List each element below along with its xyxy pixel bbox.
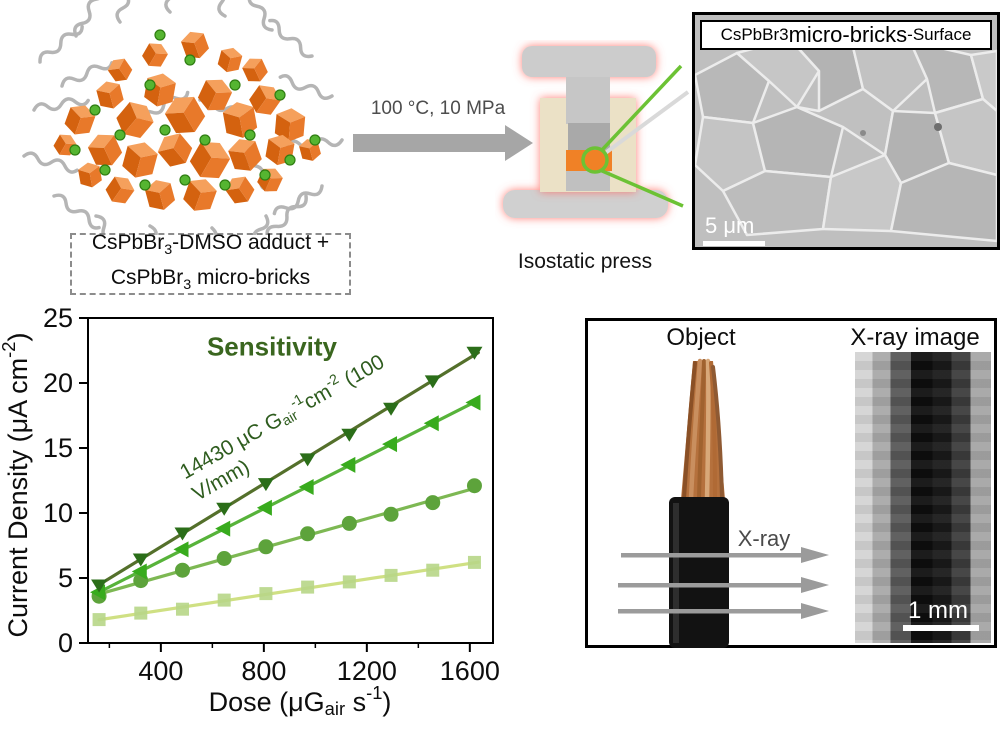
series-0-marker: [299, 453, 316, 467]
xray-scale-label: 1 mm: [908, 597, 968, 624]
cluster-caption-line1: CsPbBr3-DMSO adduct +: [91, 231, 330, 258]
sensitivity-chart: 400 800 1200 1600 0 5 10 15 20 25 Sensitivity 144…: [0, 300, 545, 725]
y-tick-label: 20: [43, 368, 73, 398]
xray-image-header: X-ray image: [850, 324, 980, 351]
x-tick-label: 400: [138, 656, 183, 686]
y-tick-label: 10: [43, 498, 73, 528]
series-2-marker: [466, 478, 482, 494]
series-2-marker: [174, 562, 190, 578]
chart-x-axis-label: Dose (μGair s-1): [208, 682, 392, 719]
series-0-marker: [341, 428, 358, 442]
sem-title-main: micro-bricks: [788, 22, 908, 47]
dmso-green-dots: [69, 29, 321, 191]
series-2-marker: [216, 551, 232, 566]
series-0-marker: [174, 527, 191, 541]
series-3-fit-line: [97, 560, 480, 622]
series-0-marker: [132, 553, 149, 567]
series-1-marker: [215, 520, 231, 537]
series-1-fit-line: [97, 398, 480, 594]
y-tick-label: 0: [58, 628, 73, 658]
x-tick-label: 1600: [440, 656, 500, 686]
y-tick-label: 15: [43, 433, 73, 463]
series-0-marker: [466, 346, 483, 360]
series-2-marker: [383, 506, 399, 522]
series-0-marker: [424, 375, 441, 389]
xray-beam-label: X-ray: [737, 526, 791, 551]
chart-y-axis-label: Current Density (μA cm-2): [0, 332, 33, 638]
xray-beam-arrows: [618, 547, 829, 619]
chart-plot-area: 400 800 1200 1600 0 5 10 15 20 25: [43, 303, 500, 686]
xray-radiograph-image: [855, 352, 991, 643]
series-3-marker: [467, 555, 481, 569]
sem-grain-texture: [695, 15, 997, 247]
series-2-marker: [258, 539, 274, 555]
series-1-marker: [131, 563, 147, 580]
sem-micrograph-panel: CsPbBr 3 micro-bricks -Surface 5 μm: [692, 12, 1000, 250]
series-0-marker: [257, 478, 274, 492]
chart-frame: [87, 317, 494, 644]
x-tick-label: 1200: [337, 656, 397, 686]
x-tick-label: 800: [241, 656, 286, 686]
series-3-marker: [92, 613, 106, 627]
series-3-marker: [217, 593, 231, 607]
series-2-marker: [341, 515, 357, 531]
xray-pixelation-overlay: [855, 352, 991, 643]
series-3-marker: [301, 580, 315, 594]
series-2-marker: [300, 526, 316, 542]
process-conditions-label: 100 °C, 10 MPa: [370, 98, 506, 119]
series-1-marker: [423, 415, 439, 432]
series-3-marker: [426, 563, 440, 577]
sem-scale-label: 5 μm: [705, 213, 755, 238]
microbrick-cluster-illustration: [21, 0, 345, 235]
series-3-marker: [134, 606, 148, 620]
series-1-marker: [298, 479, 314, 495]
xray-demo-panel: Object X-ray image X-ray 1 mm: [585, 318, 997, 648]
series-1-marker: [382, 436, 398, 453]
series-1-marker: [256, 499, 272, 516]
series-3-marker: [259, 587, 273, 601]
pressed-sample: [566, 150, 612, 171]
object-header: Object: [666, 324, 736, 351]
series-0-fit-line: [97, 351, 480, 587]
sem-title-banner: CsPbBr 3 micro-bricks -Surface: [700, 20, 992, 50]
series-0-marker: [91, 579, 108, 593]
y-tick-label: 25: [43, 303, 73, 333]
magnifier-circle-icon: [581, 146, 609, 174]
series-2-marker: [425, 495, 441, 511]
xray-scale-bar: [903, 625, 979, 631]
press-label: Isostatic press: [517, 250, 653, 273]
y-tick-label: 5: [58, 563, 73, 593]
cluster-caption-line2: CsPbBr3 micro-bricks: [110, 266, 311, 293]
series-0-marker: [216, 502, 233, 516]
isostatic-press-illustration: [503, 46, 690, 218]
series-0-marker: [383, 402, 400, 416]
magnifier-callout: [581, 64, 690, 208]
chart-title: Sensitivity: [206, 331, 338, 362]
series-1-marker: [340, 456, 356, 473]
cluster-caption-box: CsPbBr3-DMSO adduct + CsPbBr3 micro-bric…: [70, 231, 351, 295]
sem-scale-bar: [703, 241, 765, 246]
sem-title-formula: CsPbBr: [720, 25, 780, 44]
process-arrow-icon: [353, 125, 533, 161]
sem-title-suffix: -Surface: [907, 25, 972, 44]
series-1-marker: [173, 541, 189, 558]
press-body: [503, 46, 668, 218]
series-2-fit-line: [97, 485, 480, 596]
series-3-marker: [384, 568, 398, 582]
series-3-marker: [175, 602, 189, 616]
wire-object-photo: [618, 358, 829, 648]
series-1-marker: [465, 394, 481, 411]
series-3-marker: [342, 575, 356, 589]
